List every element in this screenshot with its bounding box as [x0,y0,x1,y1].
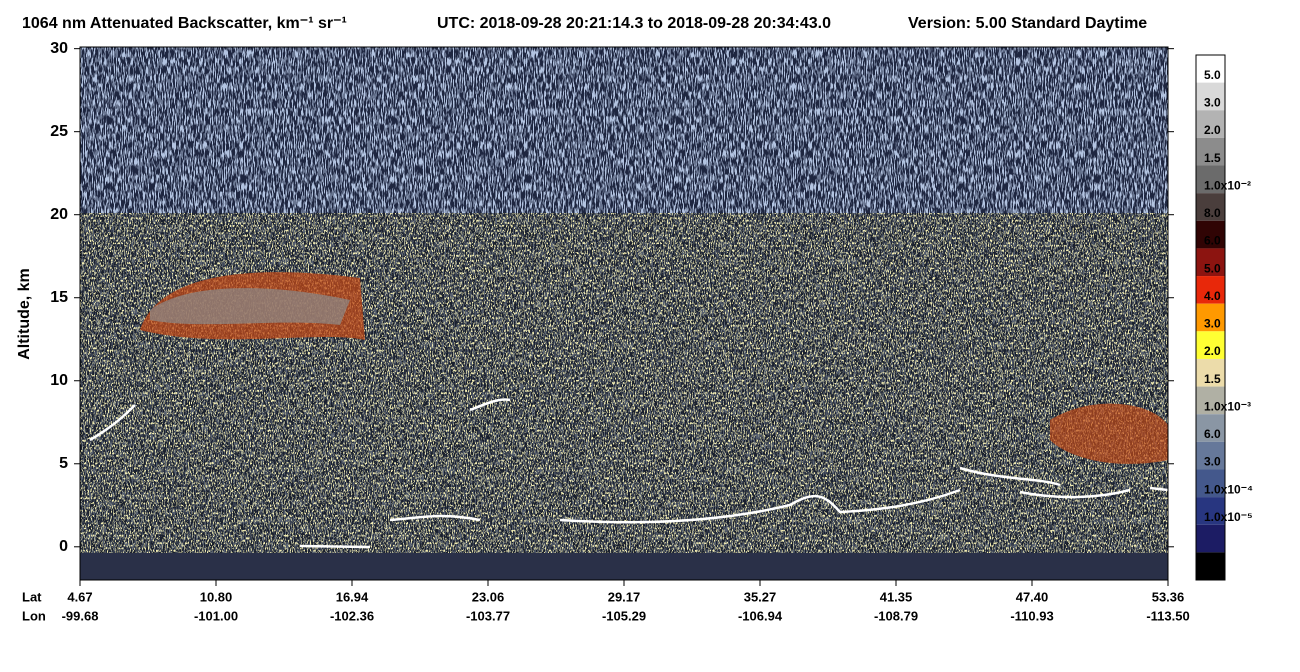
y-tick-label: 15 [50,289,68,306]
colorbar-label: 3.0 [1204,96,1221,110]
lon-label: -108.79 [874,608,918,623]
colorbar-swatch [1196,248,1225,277]
colorbar-swatch [1196,441,1225,470]
lat-label: 53.36 [1152,589,1185,604]
colorbar-swatch [1196,55,1225,83]
colorbar-swatch [1196,303,1225,332]
cloud [150,288,350,325]
lon-label: -102.36 [330,608,374,623]
noise [80,213,1168,553]
lon-label: -101.00 [194,608,238,623]
lat-label: 47.40 [1016,589,1049,604]
colorbar-swatch [1196,331,1225,359]
colorbar-swatch [1196,497,1225,525]
colorbar-label: 1.0x10⁻³ [1204,399,1251,413]
lat-label: 35.27 [744,589,777,604]
colorbar-swatch [1196,552,1225,580]
colorbar-label: 1.0x10⁻⁴ [1204,482,1253,496]
lon-label: -106.94 [738,608,783,623]
lat-label: 41.35 [880,589,913,604]
lat-label: 10.80 [200,589,233,604]
colorbar-label: 3.0 [1204,455,1221,469]
colorbar-label: 1.5 [1204,372,1221,386]
subsurface [80,553,1168,580]
y-tick-label: 5 [59,455,68,472]
y-tick-label: 20 [50,206,68,223]
y-tick-label: 25 [50,123,68,140]
lat-label: 4.67 [67,589,92,604]
colorbar-label: 5.0 [1204,261,1221,275]
cloud [1050,403,1168,464]
surface-return [89,398,1169,549]
colorbar-label: 5.0 [1204,68,1221,82]
colorbar-label: 3.0 [1204,317,1221,331]
colorbar-label: 1.0x10⁻² [1204,178,1251,192]
x-row-name: Lon [22,608,46,623]
lat-label: 23.06 [472,589,505,604]
lon-label: -105.29 [602,608,646,623]
colorbar-label: 1.5 [1204,151,1221,165]
lat-label: 16.94 [336,589,369,604]
colorbar-swatch [1196,82,1225,111]
colorbar-frame [1195,54,1226,581]
colorbar-label: 4.0 [1204,289,1221,303]
utc-range: UTC: 2018-09-28 20:21:14.3 to 2018-09-28… [437,15,831,32]
y-tick-label: 0 [59,538,68,555]
colorbar-swatch [1196,358,1225,387]
colorbar-label: 1.0x10⁻⁵ [1204,510,1253,524]
colorbar-swatch [1196,386,1225,415]
colorbar-swatch [1196,276,1225,304]
lon-label: -99.68 [62,608,99,623]
y-axis-label: Altitude, km [16,268,33,360]
colorbar-swatch [1196,137,1225,166]
lon-label: -113.50 [1146,608,1189,623]
colorbar-swatch [1196,110,1225,138]
y-tick-label: 30 [50,40,68,57]
colorbar-swatch [1196,220,1225,249]
plot-area [79,46,1169,581]
colorbar-swatch [1196,193,1225,221]
colorbar-swatch [1196,165,1225,194]
colorbar-label: 8.0 [1204,206,1221,220]
x-row-name: Lat [22,589,42,604]
chart-title: 1064 nm Attenuated Backscatter, km⁻¹ sr⁻… [22,15,347,32]
y-tick-label: 10 [50,372,68,389]
colorbar-swatch [1196,469,1225,498]
lon-label: -110.93 [1010,608,1053,623]
colorbar-label: 6.0 [1204,427,1221,441]
colorbar-label: 2.0 [1204,123,1221,137]
lon-label: -103.77 [466,608,510,623]
colorbar-swatch [1196,414,1225,442]
version: Version: 5.00 Standard Daytime [908,15,1147,32]
colorbar-label: 2.0 [1204,344,1221,358]
colorbar-swatch [1196,524,1225,553]
lat-label: 29.17 [608,589,641,604]
colorbar-label: 6.0 [1204,234,1221,248]
